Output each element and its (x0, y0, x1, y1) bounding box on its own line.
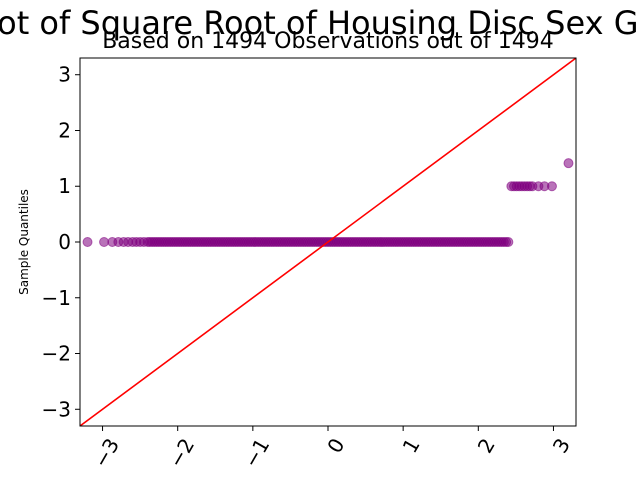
y-tick-label: 1 (58, 174, 71, 198)
data-point (503, 237, 514, 247)
chart-title: QQ Plot of Square Root of Housing Disc S… (0, 4, 640, 42)
plot-content (80, 58, 576, 426)
y-tick-label: 3 (58, 63, 71, 87)
data-point (99, 237, 110, 247)
chart-subtitle: Based on 1494 Observations out of 1494 (102, 29, 554, 54)
y-tick-label: −1 (42, 286, 71, 310)
y-tick-label: 2 (58, 118, 71, 142)
data-point (138, 237, 149, 247)
data-point (82, 237, 93, 247)
reference-line (80, 58, 576, 426)
data-point (546, 181, 557, 192)
y-tick-label: 0 (58, 230, 71, 254)
y-tick-label: −3 (42, 397, 71, 421)
y-tick-label: −2 (42, 342, 71, 366)
y-axis-label: Sample Quantiles (17, 189, 31, 295)
data-point (563, 158, 574, 169)
